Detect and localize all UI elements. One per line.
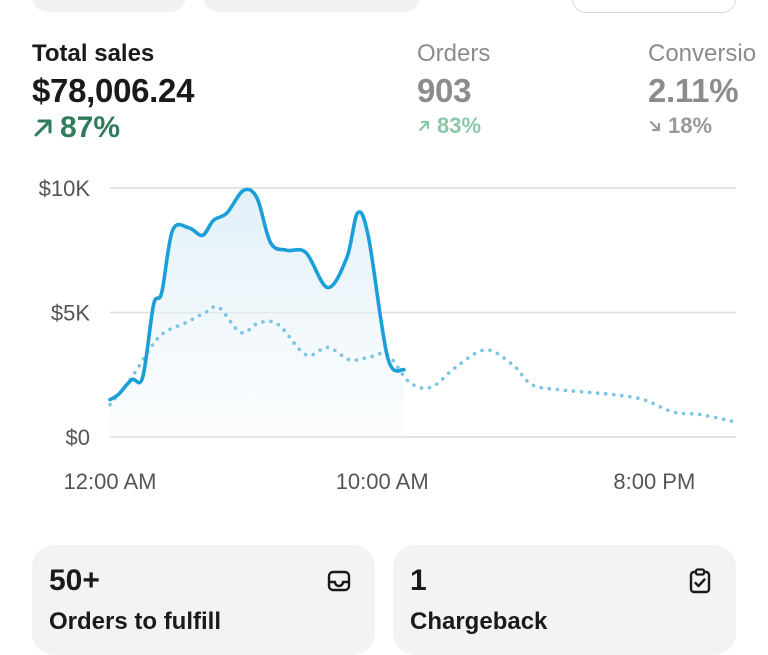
metric-delta: 83% xyxy=(417,112,490,140)
card-value: 50+ xyxy=(49,564,100,597)
clipboard-check-icon xyxy=(689,568,711,594)
metric-delta-value: 87% xyxy=(60,111,121,144)
metric-delta-value: 18% xyxy=(668,113,713,138)
x-tick-label: 10:00 AM xyxy=(336,469,429,494)
card-label: Chargeback xyxy=(410,608,548,635)
arrow-up-right-icon xyxy=(418,120,430,132)
y-tick-label: $10K xyxy=(39,176,91,201)
x-tick-label: 12:00 AM xyxy=(64,469,157,494)
metric-conversion[interactable]: Conversio 2.11% 18% xyxy=(648,38,756,140)
metric-label: Total sales xyxy=(32,40,155,67)
filter-button[interactable] xyxy=(572,0,736,13)
metric-total-sales[interactable]: Total sales $78,006.24 87% xyxy=(32,38,194,146)
sales-line-current xyxy=(108,187,406,402)
chargeback-card[interactable]: 1 Chargeback xyxy=(393,545,736,655)
metric-value: 903 xyxy=(417,72,472,109)
sales-chart[interactable]: $10K $5K $0 12:00 AM 10:00 AM 8:00 PM xyxy=(0,160,768,510)
y-tick-label: $5K xyxy=(51,301,90,326)
x-tick-label: 8:00 PM xyxy=(613,469,695,494)
metric-orders[interactable]: Orders 903 83% xyxy=(417,38,490,140)
orders-to-fulfill-card[interactable]: 50+ Orders to fulfill xyxy=(32,545,375,655)
card-value: 1 xyxy=(410,564,427,597)
y-tick-label: $0 xyxy=(66,425,90,450)
date-range-button[interactable] xyxy=(32,0,186,12)
metric-delta: 18% xyxy=(648,112,756,140)
arrow-down-right-icon xyxy=(649,120,661,132)
metric-label: Conversio xyxy=(648,40,757,67)
inbox-icon xyxy=(327,570,351,592)
metric-delta: 87% xyxy=(32,110,194,146)
metric-delta-value: 83% xyxy=(437,113,482,138)
sales-area-fill xyxy=(110,189,404,437)
metric-value: $78,006.24 xyxy=(32,72,195,109)
comparison-range-button[interactable] xyxy=(203,0,420,12)
metric-label: Orders xyxy=(417,40,491,67)
card-label: Orders to fulfill xyxy=(49,608,222,635)
arrow-up-right-icon xyxy=(34,119,52,137)
metric-value: 2.11% xyxy=(648,72,739,109)
